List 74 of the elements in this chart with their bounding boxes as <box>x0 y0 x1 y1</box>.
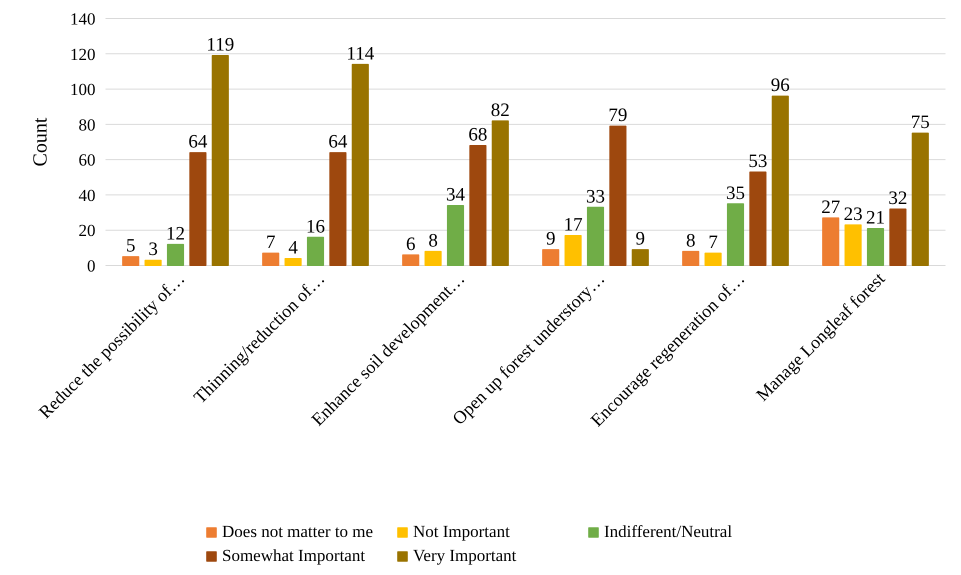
data-label: 17 <box>564 214 583 236</box>
data-label: 75 <box>910 112 930 134</box>
data-label: 23 <box>844 204 863 225</box>
bar <box>262 252 280 266</box>
bar <box>866 228 884 266</box>
data-label: 4 <box>288 237 298 258</box>
bar <box>144 260 162 266</box>
data-label: 114 <box>346 43 375 64</box>
legend-label: Very Important <box>413 546 518 566</box>
bar <box>822 217 840 266</box>
data-label: 82 <box>490 100 510 121</box>
data-label: 33 <box>586 186 605 208</box>
bar <box>446 205 464 266</box>
legend-label: Somewhat Important <box>222 546 366 566</box>
bar <box>352 64 369 266</box>
y-tick-label: 100 <box>70 80 96 100</box>
data-label: 64 <box>328 132 348 153</box>
y-tick-label: 120 <box>70 44 96 64</box>
bar <box>844 224 862 266</box>
data-label: 32 <box>888 188 908 210</box>
bar <box>329 152 346 266</box>
data-label: 96 <box>770 75 790 96</box>
bar <box>564 235 582 266</box>
y-tick-label: 60 <box>78 150 96 170</box>
data-label: 53 <box>748 150 768 172</box>
bar <box>306 236 324 266</box>
data-label: 12 <box>166 223 185 244</box>
bar <box>469 145 486 266</box>
bar <box>889 208 906 266</box>
data-label: 34 <box>446 184 466 206</box>
bar <box>704 252 722 266</box>
bar <box>632 249 649 266</box>
bar <box>772 96 789 266</box>
data-label: 64 <box>188 132 208 153</box>
data-label: 5 <box>126 236 136 257</box>
y-tick-label: 40 <box>78 186 96 205</box>
data-label: 119 <box>206 34 234 56</box>
bar <box>492 120 509 266</box>
bar <box>726 203 744 266</box>
legend-label: Does not matter to me <box>222 522 374 542</box>
bar <box>749 171 766 266</box>
legend-label: Indifferent/Neutral <box>604 522 734 542</box>
y-tick-label: 20 <box>78 221 96 240</box>
bar <box>682 250 700 266</box>
data-label: 16 <box>306 216 325 238</box>
bar <box>122 256 140 266</box>
data-label: 9 <box>636 228 646 250</box>
bar <box>402 254 420 266</box>
data-label: 68 <box>468 124 488 146</box>
bar <box>166 244 184 266</box>
data-label: 21 <box>866 207 885 228</box>
data-label: 79 <box>608 105 628 126</box>
data-label: 7 <box>708 232 718 254</box>
bar <box>284 258 302 266</box>
bar <box>912 132 929 266</box>
data-label: 8 <box>686 230 696 252</box>
data-label: 27 <box>821 196 840 218</box>
data-label: 6 <box>406 234 416 255</box>
legend-label: Not Important <box>413 522 511 542</box>
bar <box>189 152 206 266</box>
bar <box>424 250 442 266</box>
y-tick-label: 0 <box>87 256 96 276</box>
data-label: 35 <box>726 182 745 204</box>
bar <box>586 206 604 266</box>
data-label: 7 <box>266 232 276 254</box>
bar <box>609 126 626 266</box>
y-tick-label: 140 <box>70 10 96 28</box>
data-label: 8 <box>428 230 438 252</box>
bar <box>212 55 229 266</box>
bar <box>542 249 560 266</box>
y-axis-title: Count <box>30 117 52 166</box>
data-label: 9 <box>546 228 556 250</box>
data-label: 3 <box>148 239 158 260</box>
y-tick-label: 80 <box>78 115 96 134</box>
